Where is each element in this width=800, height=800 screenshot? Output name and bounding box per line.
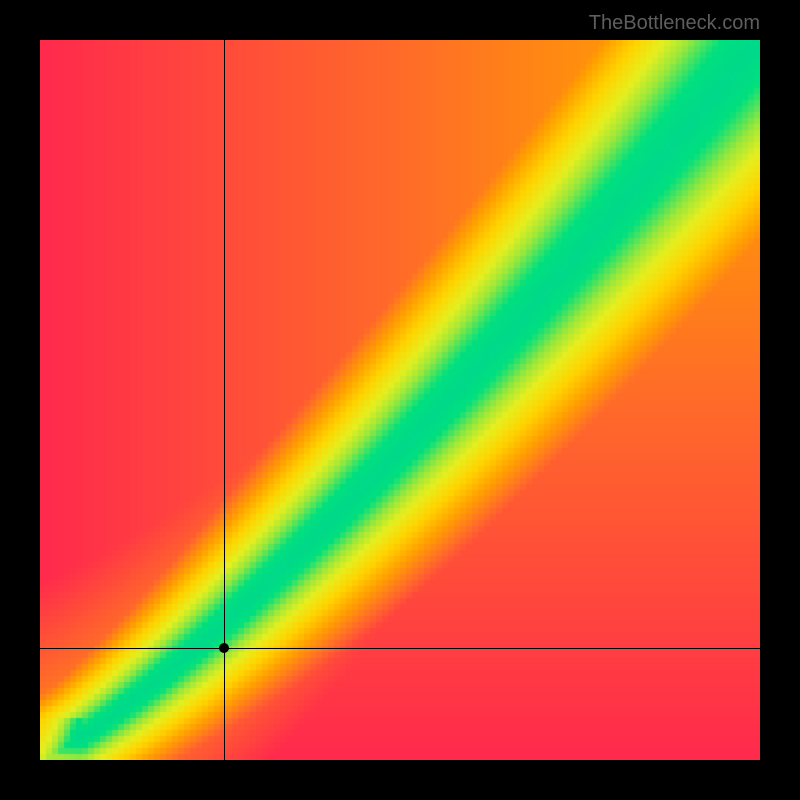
crosshair-horizontal — [40, 648, 760, 649]
heatmap-plot — [40, 40, 760, 760]
heatmap-canvas — [40, 40, 760, 760]
crosshair-marker — [219, 643, 229, 653]
watermark-text: TheBottleneck.com — [589, 12, 760, 35]
